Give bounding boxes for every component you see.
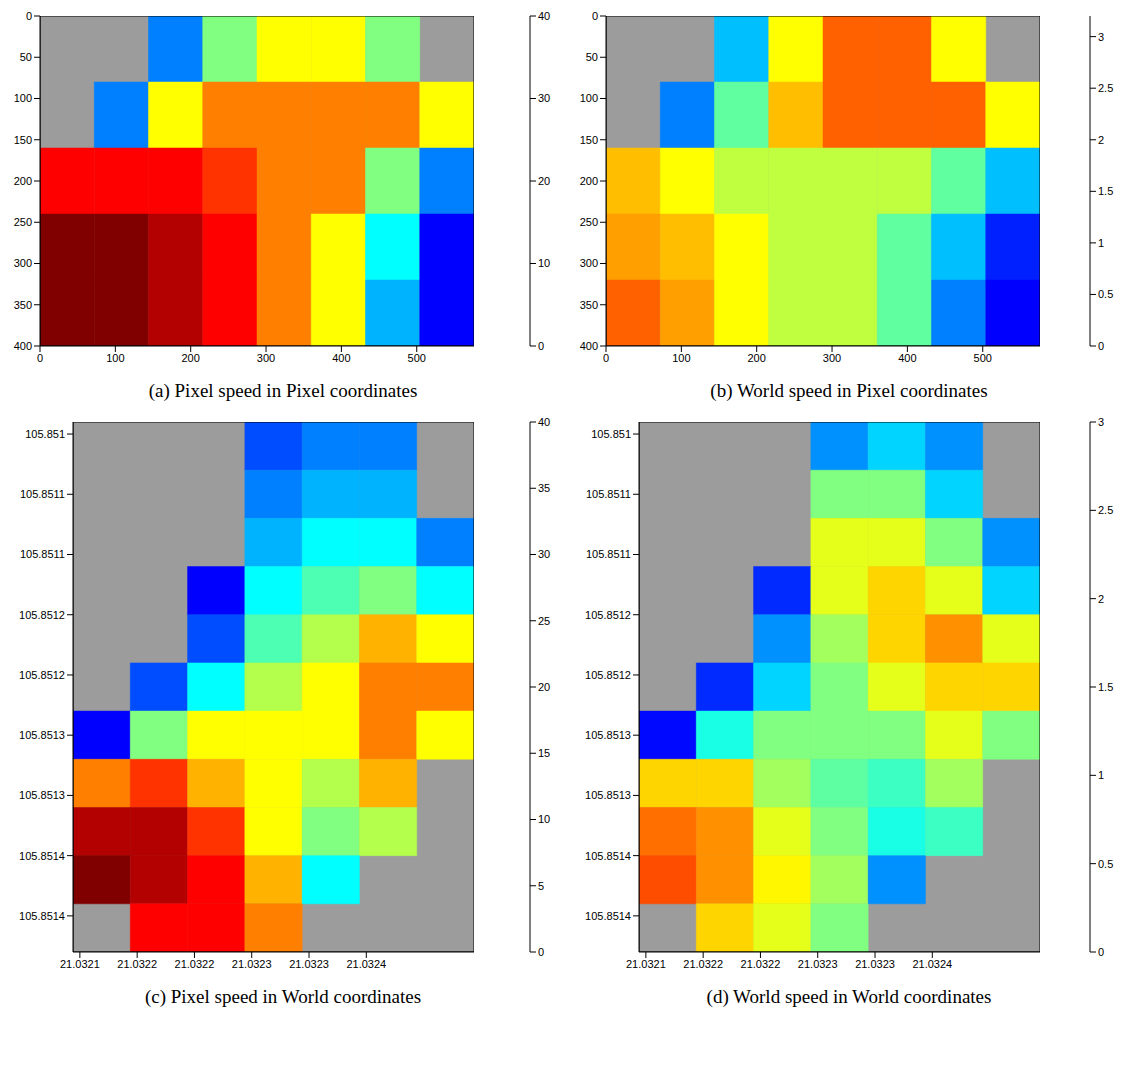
svg-text:2: 2 [1098, 134, 1104, 146]
svg-text:100: 100 [672, 352, 690, 364]
html-text:(d) World speed in World coord: (d) World speed in World coordinates [706, 986, 992, 1007]
svg-text:105.8514: 105.8514 [585, 850, 631, 862]
svg-text:20: 20 [538, 681, 550, 693]
svg-text:50: 50 [586, 51, 598, 63]
svg-text:105.851: 105.851 [591, 428, 631, 440]
svg-text:3: 3 [1098, 31, 1104, 43]
svg-text:0: 0 [37, 352, 43, 364]
svg-text:200: 200 [748, 352, 766, 364]
svg-text:21.0322: 21.0322 [741, 958, 781, 970]
svg-text:200: 200 [182, 352, 200, 364]
svg-text:105.8511: 105.8511 [20, 488, 65, 500]
svg-text:100: 100 [14, 92, 32, 104]
svg-text:5: 5 [538, 880, 544, 892]
svg-text:21.0323: 21.0323 [289, 958, 329, 970]
svg-text:20: 20 [538, 175, 550, 187]
svg-text:0: 0 [603, 352, 609, 364]
svg-text:300: 300 [14, 257, 32, 269]
svg-text:25: 25 [538, 615, 550, 627]
svg-text:21.0323: 21.0323 [232, 958, 272, 970]
svg-text:0: 0 [538, 340, 544, 352]
svg-text:105.8514: 105.8514 [19, 910, 65, 922]
svg-text:21.0322: 21.0322 [683, 958, 723, 970]
svg-text:3: 3 [1098, 416, 1104, 428]
svg-text:30: 30 [538, 548, 550, 560]
svg-text:0: 0 [1098, 340, 1104, 352]
svg-text:105.8513: 105.8513 [19, 729, 65, 741]
svg-text:105.8512: 105.8512 [585, 669, 631, 681]
svg-text:500: 500 [974, 352, 992, 364]
svg-text:350: 350 [580, 299, 598, 311]
svg-text:30: 30 [538, 92, 550, 104]
svg-text:0: 0 [1098, 946, 1104, 958]
svg-text:40: 40 [538, 416, 550, 428]
svg-text:0: 0 [592, 10, 598, 22]
svg-text:105.8513: 105.8513 [585, 729, 631, 741]
svg-text:250: 250 [580, 216, 598, 228]
svg-text:105.851: 105.851 [25, 428, 65, 440]
svg-text:15: 15 [538, 747, 550, 759]
svg-text:35: 35 [538, 482, 550, 494]
svg-text:105.8514: 105.8514 [585, 910, 631, 922]
svg-text:2: 2 [1098, 593, 1104, 605]
svg-text:500: 500 [408, 352, 426, 364]
html-text:(a) Pixel speed in Pixel coord: (a) Pixel speed in Pixel coordinates [148, 380, 418, 401]
svg-text:105.8511: 105.8511 [586, 548, 631, 560]
svg-text:400: 400 [580, 340, 598, 352]
svg-text:21.0322: 21.0322 [175, 958, 215, 970]
svg-text:105.8511: 105.8511 [586, 488, 631, 500]
svg-text:21.0322: 21.0322 [117, 958, 157, 970]
svg-text:50: 50 [20, 51, 32, 63]
svg-text:400: 400 [898, 352, 916, 364]
svg-text:21.0324: 21.0324 [912, 958, 952, 970]
svg-text:1.5: 1.5 [1098, 185, 1113, 197]
svg-text:105.8511: 105.8511 [20, 548, 65, 560]
svg-text:21.0321: 21.0321 [626, 958, 666, 970]
svg-text:1: 1 [1098, 769, 1104, 781]
svg-text:21.0324: 21.0324 [346, 958, 386, 970]
svg-text:250: 250 [14, 216, 32, 228]
svg-text:105.8512: 105.8512 [585, 609, 631, 621]
svg-text:105.8513: 105.8513 [585, 789, 631, 801]
svg-text:400: 400 [332, 352, 350, 364]
svg-text:1.5: 1.5 [1098, 681, 1113, 693]
svg-text:300: 300 [257, 352, 275, 364]
svg-text:21.0323: 21.0323 [798, 958, 838, 970]
svg-text:105.8513: 105.8513 [19, 789, 65, 801]
svg-text:21.0323: 21.0323 [855, 958, 895, 970]
svg-text:100: 100 [106, 352, 124, 364]
svg-text:10: 10 [538, 257, 550, 269]
svg-text:150: 150 [580, 134, 598, 146]
svg-text:0: 0 [26, 10, 32, 22]
svg-text:105.8512: 105.8512 [19, 669, 65, 681]
html-text:(c) Pixel speed in World coord: (c) Pixel speed in World coordinates [144, 986, 422, 1007]
svg-text:10: 10 [538, 813, 550, 825]
svg-text:105.8514: 105.8514 [19, 850, 65, 862]
svg-text:200: 200 [580, 175, 598, 187]
svg-text:40: 40 [538, 10, 550, 22]
svg-text:150: 150 [14, 134, 32, 146]
svg-text:2.5: 2.5 [1098, 82, 1113, 94]
svg-text:0.5: 0.5 [1098, 288, 1113, 300]
svg-text:0.5: 0.5 [1098, 858, 1113, 870]
svg-text:100: 100 [580, 92, 598, 104]
svg-text:400: 400 [14, 340, 32, 352]
svg-text:0: 0 [538, 946, 544, 958]
svg-text:2.5: 2.5 [1098, 504, 1113, 516]
html-text:(b) World speed in Pixel coord: (b) World speed in Pixel coordinates [710, 380, 988, 401]
svg-text:21.0321: 21.0321 [60, 958, 100, 970]
svg-text:350: 350 [14, 299, 32, 311]
svg-text:300: 300 [580, 257, 598, 269]
svg-text:1: 1 [1098, 237, 1104, 249]
svg-text:105.8512: 105.8512 [19, 609, 65, 621]
svg-text:300: 300 [823, 352, 841, 364]
svg-text:200: 200 [14, 175, 32, 187]
